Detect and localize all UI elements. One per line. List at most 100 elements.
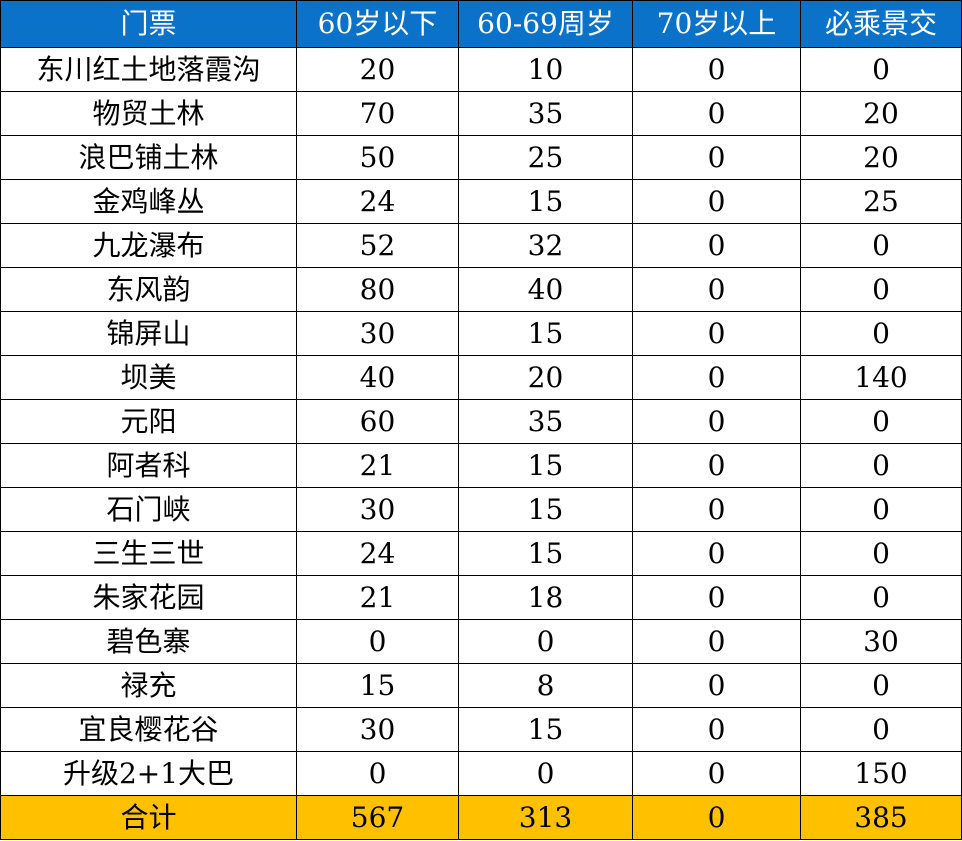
cell: 0 — [800, 531, 962, 576]
cell: 30 — [296, 311, 459, 356]
cell: 0 — [632, 135, 801, 180]
cell: 0 — [632, 311, 801, 356]
cell: 0 — [458, 751, 633, 796]
header-row: 门票 60岁以下 60-69周岁 70岁以上 必乘景交 — [0, 0, 962, 48]
total-cell: 567 — [296, 795, 459, 840]
cell: 150 — [800, 751, 962, 796]
table-row: 金鸡峰丛 24 15 0 25 — [0, 179, 962, 224]
table-row: 浪巴铺土林 50 25 0 20 — [0, 135, 962, 180]
cell: 35 — [458, 91, 633, 136]
row-label: 金鸡峰丛 — [0, 179, 297, 224]
table-header: 门票 60岁以下 60-69周岁 70岁以上 必乘景交 — [0, 0, 962, 48]
table-footer: 合计 567 313 0 385 — [0, 795, 962, 840]
cell: 20 — [800, 91, 962, 136]
table-row: 东川红土地落霞沟 20 10 0 0 — [0, 47, 962, 92]
row-label: 元阳 — [0, 399, 297, 444]
cell: 25 — [800, 179, 962, 224]
cell: 25 — [458, 135, 633, 180]
total-cell: 385 — [800, 795, 962, 840]
cell: 70 — [296, 91, 459, 136]
row-label: 九龙瀑布 — [0, 223, 297, 268]
cell: 0 — [296, 751, 459, 796]
header-cell: 必乘景交 — [800, 0, 962, 48]
cell: 0 — [632, 619, 801, 664]
cell: 0 — [800, 663, 962, 708]
header-cell: 60-69周岁 — [458, 0, 633, 48]
cell: 35 — [458, 399, 633, 444]
cell: 15 — [458, 707, 633, 752]
cell: 60 — [296, 399, 459, 444]
table-row: 元阳 60 35 0 0 — [0, 399, 962, 444]
cell: 0 — [458, 619, 633, 664]
cell: 20 — [800, 135, 962, 180]
table-row: 东风韵 80 40 0 0 — [0, 267, 962, 312]
cell: 0 — [632, 575, 801, 620]
cell: 15 — [458, 311, 633, 356]
cell: 0 — [632, 487, 801, 532]
header-cell: 门票 — [0, 0, 297, 48]
row-label: 三生三世 — [0, 531, 297, 576]
table-row: 阿者科 21 15 0 0 — [0, 443, 962, 488]
cell: 21 — [296, 575, 459, 620]
total-row: 合计 567 313 0 385 — [0, 795, 962, 840]
total-cell: 0 — [632, 795, 801, 840]
cell: 0 — [800, 47, 962, 92]
header-cell: 60岁以下 — [296, 0, 459, 48]
row-label: 碧色寨 — [0, 619, 297, 664]
cell: 0 — [632, 91, 801, 136]
row-label: 浪巴铺土林 — [0, 135, 297, 180]
cell: 0 — [632, 355, 801, 400]
table-row: 石门峡 30 15 0 0 — [0, 487, 962, 532]
table-row: 宜良樱花谷 30 15 0 0 — [0, 707, 962, 752]
table-row: 禄充 15 8 0 0 — [0, 663, 962, 708]
row-label: 朱家花园 — [0, 575, 297, 620]
cell: 40 — [296, 355, 459, 400]
header-cell: 70岁以上 — [632, 0, 801, 48]
table-row: 三生三世 24 15 0 0 — [0, 531, 962, 576]
cell: 0 — [800, 575, 962, 620]
cell: 0 — [632, 179, 801, 224]
cell: 30 — [296, 707, 459, 752]
row-label: 东风韵 — [0, 267, 297, 312]
row-label: 物贸土林 — [0, 91, 297, 136]
cell: 140 — [800, 355, 962, 400]
cell: 0 — [632, 47, 801, 92]
cell: 0 — [632, 443, 801, 488]
cell: 32 — [458, 223, 633, 268]
cell: 15 — [296, 663, 459, 708]
cell: 10 — [458, 47, 633, 92]
cell: 0 — [632, 223, 801, 268]
cell: 8 — [458, 663, 633, 708]
cell: 24 — [296, 531, 459, 576]
cell: 15 — [458, 179, 633, 224]
cell: 0 — [800, 267, 962, 312]
table-body: 东川红土地落霞沟 20 10 0 0 物贸土林 70 35 0 20 浪巴铺土林 50 25 0 20 金鸡峰… — [0, 47, 962, 796]
cell: 21 — [296, 443, 459, 488]
cell: 0 — [632, 399, 801, 444]
cell: 15 — [458, 443, 633, 488]
row-label: 锦屏山 — [0, 311, 297, 356]
cell: 0 — [632, 751, 801, 796]
table-row: 物贸土林 70 35 0 20 — [0, 91, 962, 136]
cell: 0 — [800, 399, 962, 444]
cell: 20 — [458, 355, 633, 400]
cell: 30 — [296, 487, 459, 532]
row-label: 宜良樱花谷 — [0, 707, 297, 752]
cell: 0 — [800, 443, 962, 488]
cell: 0 — [800, 707, 962, 752]
table-row: 锦屏山 30 15 0 0 — [0, 311, 962, 356]
cell: 30 — [800, 619, 962, 664]
table-row: 升级2+1大巴 0 0 0 150 — [0, 751, 962, 796]
row-label: 阿者科 — [0, 443, 297, 488]
cell: 0 — [800, 311, 962, 356]
cell: 52 — [296, 223, 459, 268]
cell: 0 — [632, 663, 801, 708]
cell: 0 — [632, 707, 801, 752]
row-label: 东川红土地落霞沟 — [0, 47, 297, 92]
table-row: 碧色寨 0 0 0 30 — [0, 619, 962, 664]
cell: 0 — [800, 487, 962, 532]
table-row: 朱家花园 21 18 0 0 — [0, 575, 962, 620]
cell: 15 — [458, 531, 633, 576]
